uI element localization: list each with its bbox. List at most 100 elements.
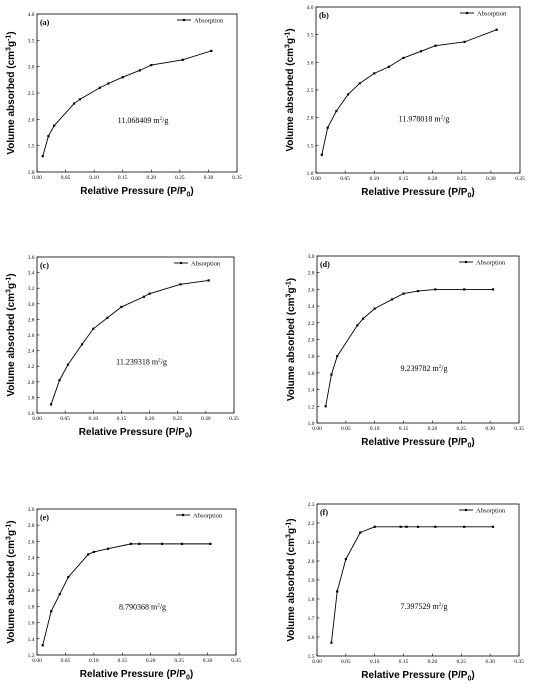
x-tick-label: 0.05 — [340, 176, 350, 182]
data-point — [358, 82, 361, 85]
y-tick-label: 2.2 — [308, 521, 315, 527]
y-tick-label: 1.4 — [308, 388, 315, 394]
data-point — [324, 405, 327, 408]
data-point — [419, 50, 423, 53]
y-tick-label: 3.0 — [28, 507, 35, 513]
data-point — [92, 327, 95, 330]
data-point — [66, 363, 70, 366]
data-point — [209, 542, 212, 545]
x-axis-label: Relative Pressure (P/P0) — [80, 669, 193, 682]
data-point — [491, 525, 495, 528]
y-tick-label: 1.6 — [28, 411, 35, 417]
y-tick-label: 2.5 — [307, 88, 314, 94]
x-tick-label: 0.00 — [312, 426, 322, 432]
data-point — [98, 86, 101, 89]
y-tick-label: 1.0 — [308, 421, 315, 427]
y-tick-label: 1.9 — [308, 578, 315, 584]
surface-area-annotation: 11.978018 m2/g — [399, 115, 450, 124]
x-tick-label: 0.30 — [204, 175, 214, 181]
y-tick-label: 2.3 — [308, 502, 315, 508]
data-point — [121, 76, 124, 79]
y-tick-label: 2.0 — [308, 559, 315, 565]
surface-area-annotation: 7.397529 m2/g — [401, 602, 448, 611]
data-point — [495, 28, 498, 31]
x-tick-label: 0.35 — [231, 658, 241, 664]
y-tick-label: 2.1 — [308, 540, 315, 546]
data-point — [142, 295, 146, 298]
data-point — [373, 525, 376, 528]
y-axis-label: Volume absorbed (cm3g-1) — [6, 520, 18, 643]
y-tick-label: 2.4 — [308, 304, 315, 310]
data-point — [463, 525, 466, 528]
x-tick-label: 0.30 — [486, 176, 496, 182]
data-point — [160, 542, 164, 545]
data-point — [463, 40, 466, 43]
chart-panel-5: 0.00 0.05 0.10 0.15 0.20 0.25 0.30 0.35 1.2 1.4 1.… — [6, 507, 242, 682]
data-point — [390, 298, 394, 301]
data-point — [373, 72, 376, 75]
data-point — [148, 292, 151, 295]
y-tick-label: 3.5 — [28, 38, 35, 44]
x-tick-label: 0.30 — [485, 659, 495, 665]
y-tick-label: 1.5 — [308, 654, 315, 660]
x-tick-label: 0.25 — [457, 176, 467, 182]
y-tick-label: 3.0 — [308, 254, 315, 260]
data-point — [179, 283, 182, 286]
data-point — [181, 58, 184, 61]
data-point — [405, 525, 408, 528]
y-tick-label: 2.0 — [307, 116, 314, 122]
y-tick-label: 2.6 — [28, 539, 35, 545]
panel-label: (c) — [40, 261, 49, 270]
data-point — [416, 289, 420, 293]
data-point — [129, 542, 132, 545]
y-tick-label: 1.6 — [308, 371, 315, 377]
data-point — [58, 593, 61, 596]
absorption-series-line — [42, 50, 212, 157]
absorption-series-line — [50, 279, 209, 405]
data-point — [207, 279, 210, 282]
data-point — [330, 373, 333, 376]
y-tick-label: 1.8 — [308, 354, 315, 360]
data-point — [336, 355, 339, 358]
y-tick-label: 4.0 — [28, 12, 35, 18]
data-point — [320, 153, 323, 156]
absorption-series-line — [321, 29, 497, 155]
x-tick-label: 0.10 — [370, 426, 380, 432]
y-tick-label: 2.0 — [28, 117, 35, 123]
data-point — [416, 525, 420, 528]
x-axis-label: Relative Pressure (P/P0) — [80, 186, 193, 199]
y-tick-label: 1.2 — [28, 653, 35, 659]
y-tick-label: 2.2 — [308, 321, 315, 327]
data-point — [399, 525, 402, 528]
x-tick-label: 0.25 — [456, 426, 466, 432]
plot-frame — [36, 508, 237, 656]
x-tick-label: 0.10 — [370, 659, 380, 665]
x-tick-label: 0.20 — [428, 426, 438, 432]
data-point — [47, 135, 50, 138]
x-tick-label: 0.20 — [428, 659, 438, 665]
data-point — [402, 56, 405, 60]
legend-marker — [464, 260, 468, 264]
x-tick-label: 0.25 — [174, 658, 184, 664]
y-tick-label: 3.0 — [28, 65, 35, 71]
y-tick-label: 1.0 — [28, 170, 35, 176]
x-axis-label: Relative Pressure (P/P0) — [361, 437, 474, 450]
panel-label: (a) — [40, 18, 50, 27]
data-point — [150, 63, 153, 67]
absorption-series-line — [42, 543, 211, 646]
surface-area-annotation: 11.239318 m2/g — [116, 358, 167, 367]
surface-area-annotation: 8.790368 m2/g — [119, 603, 166, 612]
data-point — [138, 542, 141, 545]
x-axis-label: Relative Pressure (P/P0) — [361, 670, 474, 683]
y-tick-label: 2.0 — [28, 588, 35, 594]
y-tick-label: 2.4 — [28, 349, 35, 355]
legend-marker — [464, 508, 468, 512]
data-point — [326, 126, 329, 129]
data-point — [434, 525, 437, 528]
y-tick-label: 2.4 — [28, 556, 35, 562]
y-axis-label: Volume absorbed (cm3g-1) — [285, 28, 297, 151]
chart-panel-6: 0.00 0.05 0.10 0.15 0.20 0.25 0.30 0.35 1.5 1.6 1.… — [286, 502, 525, 683]
data-point — [346, 93, 350, 96]
data-point — [41, 155, 44, 158]
